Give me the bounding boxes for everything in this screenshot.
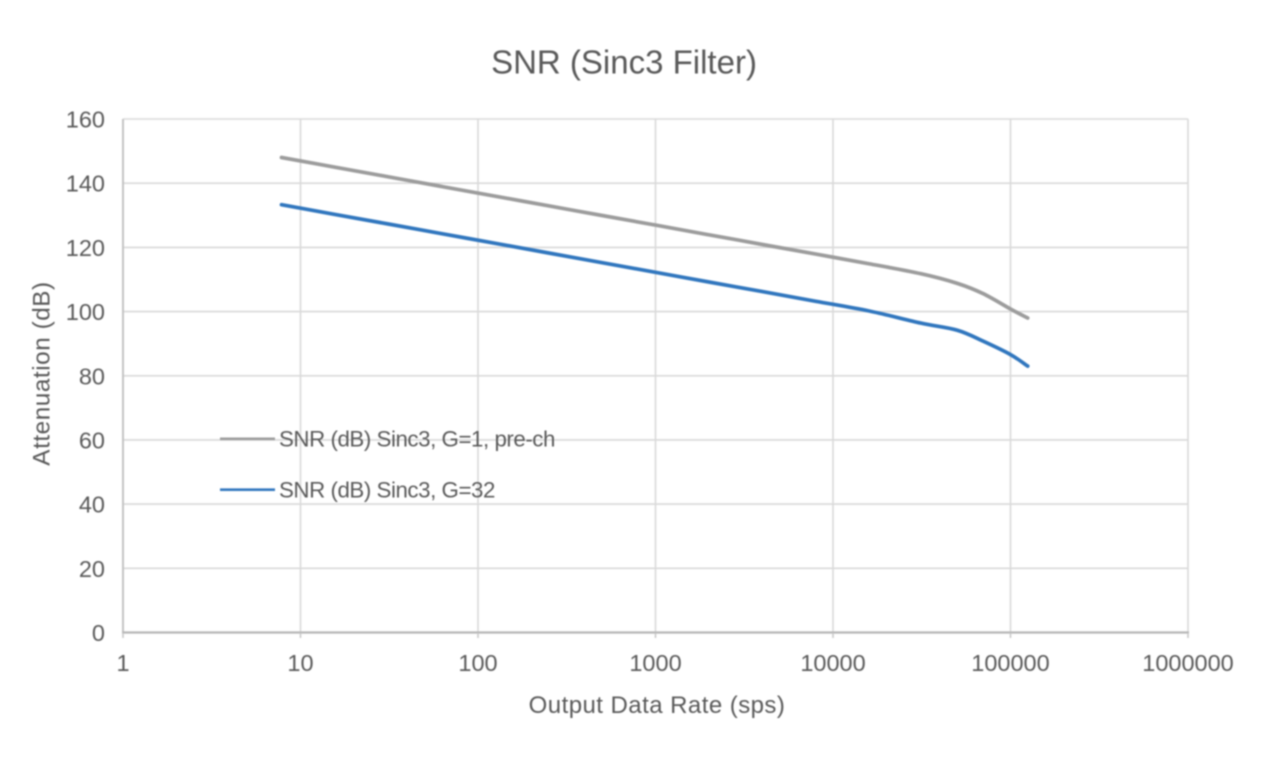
svg-text:40: 40 xyxy=(79,492,105,518)
svg-text:10000: 10000 xyxy=(800,650,865,676)
svg-text:100: 100 xyxy=(66,299,105,325)
svg-text:Output Data Rate (sps): Output Data Rate (sps) xyxy=(529,692,786,719)
svg-text:1000: 1000 xyxy=(629,650,681,676)
svg-text:100000: 100000 xyxy=(971,650,1049,676)
svg-text:120: 120 xyxy=(66,235,105,261)
svg-text:SNR (dB) Sinc3, G=1, pre-ch: SNR (dB) Sinc3, G=1, pre-ch xyxy=(279,427,555,452)
svg-text:Attenuation (dB): Attenuation (dB) xyxy=(29,281,56,465)
svg-text:1: 1 xyxy=(116,650,129,676)
svg-text:20: 20 xyxy=(79,556,105,582)
svg-text:100: 100 xyxy=(458,650,497,676)
svg-text:60: 60 xyxy=(79,427,105,453)
svg-text:0: 0 xyxy=(92,620,105,646)
svg-text:SNR (Sinc3 Filter): SNR (Sinc3 Filter) xyxy=(491,44,757,81)
svg-text:80: 80 xyxy=(79,363,105,389)
svg-text:1000000: 1000000 xyxy=(1142,650,1234,676)
svg-text:SNR (dB) Sinc3, G=32: SNR (dB) Sinc3, G=32 xyxy=(279,478,495,503)
svg-text:160: 160 xyxy=(66,107,105,133)
svg-text:10: 10 xyxy=(287,650,313,676)
svg-text:140: 140 xyxy=(66,171,105,197)
